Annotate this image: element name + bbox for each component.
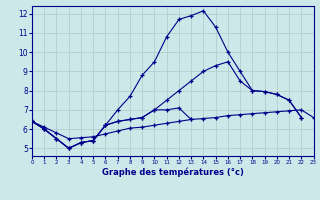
X-axis label: Graphe des températures (°c): Graphe des températures (°c): [102, 167, 244, 177]
